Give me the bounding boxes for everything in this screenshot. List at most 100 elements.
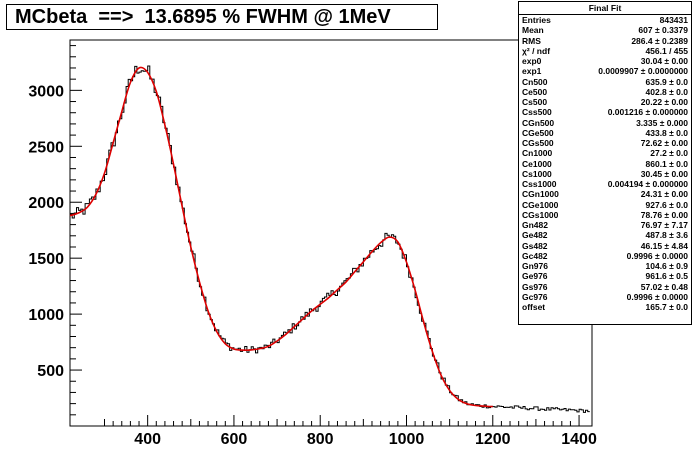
- stat-row: Cs500 20.22 ± 0.00: [519, 97, 691, 107]
- stat-name: CGn500: [522, 117, 555, 128]
- stat-name: CGn1000: [522, 189, 559, 200]
- stat-row: Ge482 487.8 ± 3.6: [519, 230, 691, 240]
- stat-value: 860.1 ± 0.0: [645, 158, 688, 169]
- stat-row: Css500 0.001216 ± 0.000000: [519, 107, 691, 117]
- stat-name: Ce500: [522, 86, 548, 97]
- y-axis: 500 1000 1500 2000 2500 3000: [28, 45, 82, 416]
- stat-name: Entries: [522, 15, 551, 25]
- stat-name: Gc482: [522, 250, 548, 261]
- stat-value: 0.001216 ± 0.000000: [607, 107, 688, 118]
- stat-row: Gs976 57.02 ± 0.48: [519, 282, 691, 292]
- stat-value: 843431: [659, 15, 688, 25]
- stat-name: Gs482: [522, 240, 548, 251]
- stat-row: Entries 843431: [519, 15, 691, 25]
- stat-value: 76.97 ± 7.17: [640, 220, 688, 230]
- stat-name: offset: [522, 302, 546, 312]
- stat-row: Cs1000 30.45 ± 0.00: [519, 169, 691, 179]
- stat-value: 30.04 ± 0.00: [640, 56, 688, 66]
- stat-name: exp0: [522, 56, 542, 66]
- title-box: MCbeta ==> 13.6895 % FWHM @ 1MeV: [6, 4, 438, 30]
- stats-rows: Entries 843431 Mean 607 ± 0.3379 RMS 286.4 ± …: [519, 15, 691, 312]
- stat-value: 402.8 ± 0.0: [645, 86, 688, 97]
- stats-box: Final Fit Entries 843431 Mean 607 ± 0.3379 R…: [518, 1, 692, 325]
- stat-name: Ge482: [522, 230, 548, 241]
- stat-name: Cn500: [522, 76, 548, 87]
- stat-row: CGs500 72.62 ± 0.00: [519, 138, 691, 148]
- y-tick-label: 2000: [28, 195, 64, 212]
- y-tick-label: 1500: [28, 251, 64, 268]
- stat-name: Css1000: [522, 179, 557, 189]
- stat-value: 0.004194 ± 0.000000: [607, 179, 688, 189]
- stat-row: offset 165.7 ± 0.0: [519, 302, 691, 312]
- stat-name: Cn1000: [522, 148, 553, 159]
- stat-name: Cs1000: [522, 168, 552, 179]
- chart-title: MCbeta ==> 13.6895 % FWHM @ 1MeV: [15, 6, 391, 28]
- x-axis: 400 600 800 1000 1200 1400: [104, 415, 597, 448]
- stat-name: Ge976: [522, 271, 548, 282]
- stat-row: CGe500 433.8 ± 0.0: [519, 128, 691, 138]
- y-tick-label: 500: [37, 363, 64, 380]
- stat-row: CGn1000 24.31 ± 0.00: [519, 189, 691, 199]
- stat-value: 3.335 ± 0.000: [636, 117, 688, 128]
- x-tick-label: 800: [307, 431, 334, 448]
- y-tick-label: 2500: [28, 139, 64, 156]
- stat-row: χ² / ndf 456.1 / 455: [519, 46, 691, 56]
- stat-name: Gc976: [522, 291, 548, 302]
- stat-name: Gn482: [522, 220, 548, 230]
- stat-row: Ce1000 860.1 ± 0.0: [519, 159, 691, 169]
- stat-row: RMS 286.4 ± 0.2389: [519, 36, 691, 46]
- stat-name: RMS: [522, 35, 541, 46]
- x-tick-label: 1200: [475, 431, 511, 448]
- stat-row: Cn1000 27.2 ± 0.0: [519, 148, 691, 158]
- stat-name: Ce1000: [522, 158, 552, 169]
- stat-value: 0.9996 ± 0.0000: [626, 291, 688, 302]
- stat-name: Css500: [522, 107, 552, 118]
- stat-name: CGe1000: [522, 199, 559, 210]
- stat-value: 20.22 ± 0.00: [640, 97, 688, 107]
- stat-row: CGe1000 927.6 ± 0.0: [519, 200, 691, 210]
- stat-value: 0.9996 ± 0.0000: [626, 250, 688, 261]
- stat-name: exp1: [522, 66, 542, 77]
- x-tick-label: 1000: [389, 431, 425, 448]
- stat-value: 607 ± 0.3379: [638, 25, 688, 36]
- stat-name: Cs500: [522, 97, 548, 107]
- stat-name: Gn976: [522, 261, 548, 271]
- stat-value: 72.62 ± 0.00: [640, 138, 688, 148]
- stat-value: 24.31 ± 0.00: [640, 189, 688, 200]
- histogram-series: [70, 65, 590, 413]
- x-tick-label: 1400: [561, 431, 597, 448]
- plot-frame: [69, 39, 593, 427]
- stat-name: Gs976: [522, 281, 548, 292]
- stat-row: Gn976 104.6 ± 0.9: [519, 261, 691, 271]
- stat-value: 961.6 ± 0.5: [645, 271, 688, 282]
- stat-row: exp1 0.0009907 ± 0.0000000: [519, 66, 691, 76]
- stat-row: CGs1000 78.76 ± 0.00: [519, 210, 691, 220]
- stat-row: Ge976 961.6 ± 0.5: [519, 271, 691, 281]
- x-tick-label: 600: [221, 431, 248, 448]
- stat-row: Gc482 0.9996 ± 0.0000: [519, 251, 691, 261]
- stat-row: Css1000 0.004194 ± 0.000000: [519, 179, 691, 189]
- stat-value: 433.8 ± 0.0: [645, 127, 688, 138]
- stat-row: Gn482 76.97 ± 7.17: [519, 220, 691, 230]
- stat-name: χ² / ndf: [522, 45, 551, 56]
- stat-value: 27.2 ± 0.0: [650, 148, 688, 159]
- stat-value: 927.6 ± 0.0: [645, 199, 688, 210]
- stat-row: Cn500 635.9 ± 0.0: [519, 77, 691, 87]
- stats-title: Final Fit: [519, 2, 691, 15]
- stat-row: Ce500 402.8 ± 0.0: [519, 87, 691, 97]
- stat-value: 286.4 ± 0.2389: [631, 35, 688, 46]
- stat-row: Gc976 0.9996 ± 0.0000: [519, 292, 691, 302]
- stat-name: Mean: [522, 25, 544, 36]
- stat-row: Mean 607 ± 0.3379: [519, 25, 691, 35]
- stat-value: 0.0009907 ± 0.0000000: [598, 66, 688, 77]
- x-tick-label: 400: [134, 431, 161, 448]
- fit-curve: [69, 66, 493, 408]
- stat-value: 30.45 ± 0.00: [640, 168, 688, 179]
- y-tick-label: 1000: [28, 307, 64, 324]
- stat-name: CGe500: [522, 127, 554, 138]
- stat-value: 78.76 ± 0.00: [640, 209, 688, 220]
- y-tick-label: 3000: [28, 83, 64, 100]
- stat-row: CGn500 3.335 ± 0.000: [519, 118, 691, 128]
- stat-value: 165.7 ± 0.0: [645, 302, 688, 312]
- stat-row: exp0 30.04 ± 0.00: [519, 56, 691, 66]
